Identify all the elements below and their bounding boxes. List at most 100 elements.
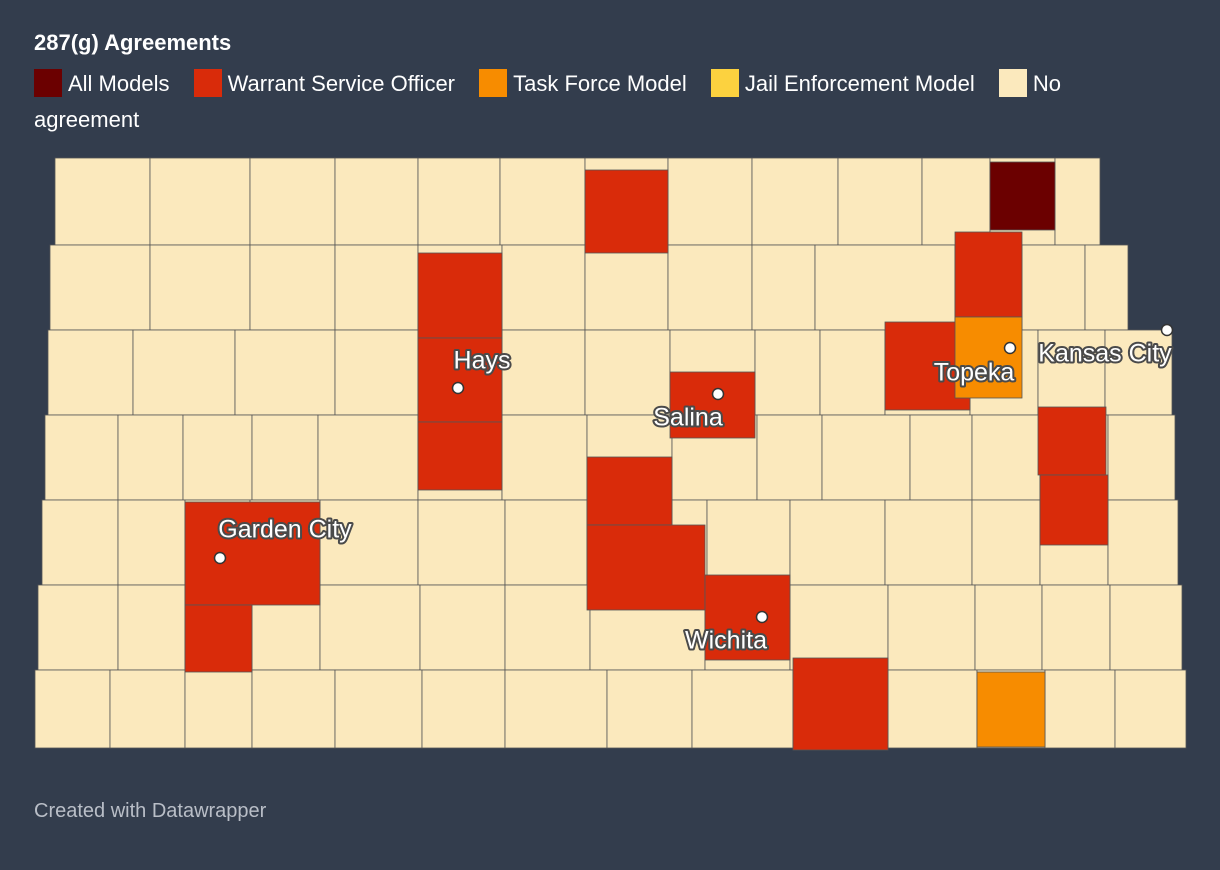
legend: All Models Warrant Service Officer Task … <box>34 66 1144 138</box>
county <box>606 669 693 749</box>
county <box>334 244 419 331</box>
county <box>319 584 421 671</box>
county <box>789 584 889 671</box>
county <box>132 329 236 416</box>
county <box>417 499 506 586</box>
county <box>1054 157 1101 246</box>
county <box>117 499 186 586</box>
county <box>317 414 419 501</box>
county <box>249 244 336 331</box>
map-title: 287(g) Agreements <box>34 30 232 55</box>
legend-item: Warrant Service Officer <box>193 69 455 97</box>
legend-label: Task Force Model <box>513 71 687 96</box>
county <box>1084 244 1129 331</box>
county <box>1114 669 1187 749</box>
county <box>44 414 119 501</box>
county <box>754 329 821 416</box>
city-label: Wichita <box>685 627 767 655</box>
legend-label: Jail Enforcement Model <box>744 71 975 96</box>
county <box>234 329 336 416</box>
county <box>504 499 588 586</box>
map: Hays Salina Garden City Wichita Topeka Kansas… <box>34 157 1187 751</box>
city-dot <box>1003 341 1017 355</box>
county <box>417 157 501 246</box>
county <box>921 157 991 246</box>
county <box>249 157 336 246</box>
legend-item: No agreement <box>34 69 1062 132</box>
county <box>909 414 973 501</box>
city-dot <box>755 610 769 624</box>
county <box>182 414 253 501</box>
county <box>54 157 151 246</box>
county <box>1044 669 1116 749</box>
county <box>184 669 253 749</box>
legend-swatch <box>34 69 62 97</box>
legend-label: No agreement <box>34 71 1062 132</box>
county <box>971 499 1041 586</box>
legend-swatch <box>998 69 1027 97</box>
county <box>667 244 753 331</box>
county <box>117 584 186 671</box>
county <box>34 669 111 749</box>
county <box>334 329 419 416</box>
county <box>667 157 753 246</box>
county <box>584 329 671 416</box>
legend-item: Task Force Model <box>479 69 687 97</box>
county <box>954 231 1023 318</box>
legend-swatch <box>193 69 222 97</box>
county <box>586 524 706 611</box>
legend-item: Jail Enforcement Model <box>710 69 975 97</box>
county <box>501 329 586 416</box>
county <box>792 657 889 751</box>
county <box>417 337 503 423</box>
county <box>814 244 956 331</box>
county <box>1109 584 1183 671</box>
county <box>837 157 923 246</box>
county <box>751 244 816 331</box>
county <box>704 574 791 661</box>
county <box>109 669 186 749</box>
county <box>669 371 756 439</box>
city-label: Hays <box>454 347 511 375</box>
city-label: Topeka <box>934 359 1015 387</box>
city-dot <box>213 551 227 565</box>
county <box>989 161 1056 231</box>
county <box>1041 584 1111 671</box>
county <box>499 157 586 246</box>
county <box>1037 329 1106 416</box>
county <box>887 669 978 749</box>
legend-swatch <box>710 69 739 97</box>
county <box>419 584 506 671</box>
county <box>789 499 886 586</box>
county <box>884 499 973 586</box>
county <box>584 244 669 331</box>
city-dot <box>1160 323 1174 337</box>
county <box>501 414 588 501</box>
legend-item: All Models <box>34 69 170 97</box>
county <box>1037 406 1107 476</box>
county <box>149 244 251 331</box>
county <box>584 169 669 254</box>
city-label: Garden City <box>218 516 352 544</box>
county <box>37 584 119 671</box>
legend-label: Warrant Service Officer <box>227 71 455 96</box>
city-label: Salina <box>653 404 723 432</box>
county <box>586 456 673 526</box>
county <box>334 157 419 246</box>
county <box>974 584 1043 671</box>
county <box>954 316 1023 399</box>
county <box>334 669 423 749</box>
county <box>751 157 839 246</box>
county <box>976 671 1046 748</box>
legend-label: All Models <box>68 71 170 96</box>
county <box>47 329 134 416</box>
city-dot <box>711 387 725 401</box>
county <box>501 244 586 331</box>
county <box>251 414 319 501</box>
county <box>417 421 503 491</box>
county <box>251 669 336 749</box>
county <box>1107 499 1179 586</box>
county <box>706 499 791 586</box>
county <box>421 669 506 749</box>
